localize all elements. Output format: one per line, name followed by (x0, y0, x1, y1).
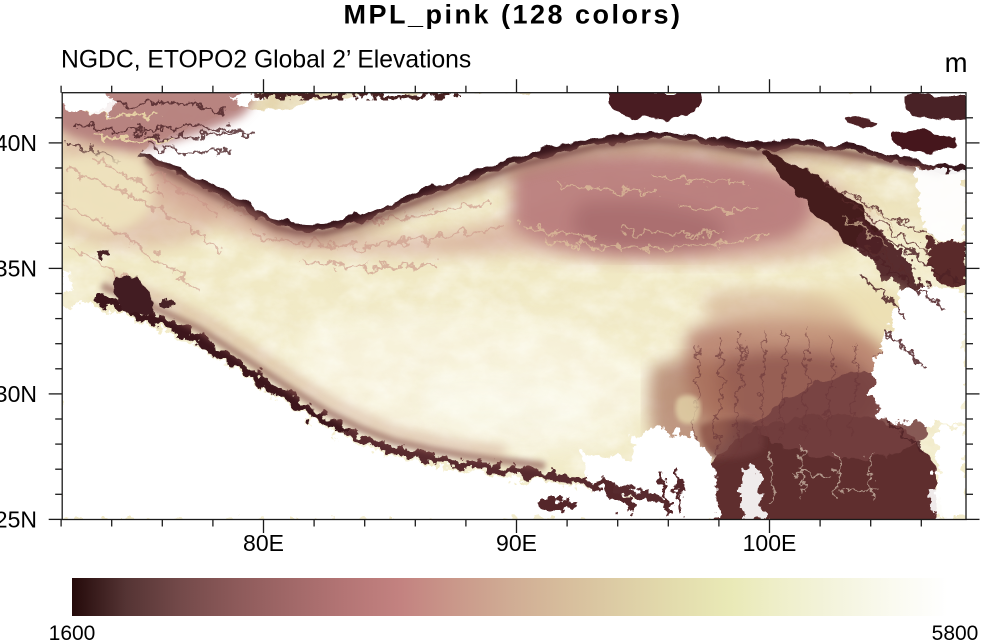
svg-text:35N: 35N (0, 256, 37, 282)
svg-text:100E: 100E (743, 530, 797, 556)
svg-text:1600: 1600 (49, 622, 96, 642)
svg-text:25N: 25N (0, 507, 37, 533)
svg-text:30N: 30N (0, 381, 37, 407)
svg-text:MPL_pink (128 colors): MPL_pink (128 colors) (343, 0, 682, 30)
svg-text:NGDC, ETOPO2 Global 2’ Elevati: NGDC, ETOPO2 Global 2’ Elevations (61, 47, 471, 74)
svg-text:80E: 80E (243, 530, 284, 556)
svg-text:m: m (945, 47, 968, 78)
svg-text:40N: 40N (0, 130, 37, 156)
svg-text:90E: 90E (496, 530, 537, 556)
svg-text:5800: 5800 (932, 622, 979, 642)
